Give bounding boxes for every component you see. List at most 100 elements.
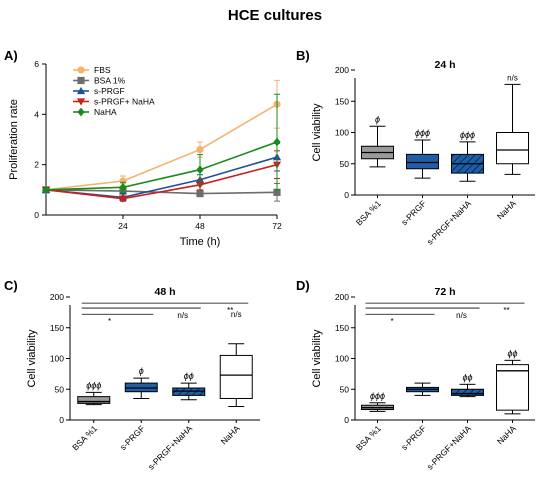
x-tick-label: 24	[118, 221, 128, 231]
y-tick-label: 0	[34, 210, 39, 220]
data-point	[42, 185, 50, 195]
box-iqr	[219, 354, 253, 399]
panel-a-letter: A)	[4, 48, 18, 63]
bracket-label: n/s	[456, 311, 467, 320]
bracket-label: **	[503, 306, 509, 315]
box-s-prgf-naha	[172, 382, 206, 401]
x-tick-label: s-PRGF	[399, 198, 428, 227]
y-tick-label: 150	[50, 323, 64, 333]
y-tick-label: 50	[340, 384, 350, 394]
x-tick-label: 48	[195, 221, 205, 231]
significance-marker: n/s	[507, 73, 518, 82]
box-iqr	[496, 132, 529, 165]
y-tick-label: 200	[335, 292, 349, 302]
bracket-label: n/s	[177, 311, 188, 320]
data-point	[77, 66, 85, 74]
data-point	[76, 98, 86, 106]
x-tick-label: BSA %1	[354, 198, 383, 227]
series-line	[45, 141, 278, 191]
y-axis-title: Cell viability	[311, 329, 323, 388]
series-fbs	[42, 79, 281, 194]
box-naha	[219, 343, 253, 407]
panel-title: 48 h	[154, 286, 175, 298]
x-tick-label: NaHA	[495, 423, 518, 446]
y-tick-label: 100	[50, 354, 64, 364]
significance-marker: ϕϕϕ	[415, 128, 430, 138]
data-point	[196, 190, 204, 198]
y-tick-label: 4	[34, 109, 39, 119]
x-tick-label: NaHA	[219, 423, 242, 446]
data-point	[273, 188, 281, 196]
y-tick-label: 0	[59, 415, 64, 425]
x-tick-label: s-PRGF+NaHA	[425, 423, 474, 472]
box-s-prgf-naha	[451, 141, 484, 182]
data-point	[273, 137, 281, 147]
x-tick-label: s-PRGF	[118, 423, 147, 452]
y-tick-label: 200	[335, 65, 349, 75]
y-tick-label: 6	[34, 59, 39, 69]
significance-marker: ϕϕϕ	[460, 130, 475, 140]
box-iqr	[496, 364, 529, 411]
series-line	[45, 103, 278, 191]
significance-marker: ϕ	[375, 114, 380, 124]
box-s-prgf	[406, 139, 439, 179]
legend-label: BSA 1%	[94, 76, 126, 86]
data-point	[77, 107, 85, 117]
y-tick-label: 150	[335, 96, 349, 106]
panel-d-letter: D)	[296, 278, 310, 293]
box-iqr	[451, 388, 484, 396]
bracket-label: n/s	[231, 310, 242, 319]
y-tick-label: 50	[55, 384, 65, 394]
y-axis-title: Proliferation rate	[8, 99, 20, 180]
x-tick-label: s-PRGF+NaHA	[425, 198, 474, 247]
panel-title: 72 h	[434, 286, 455, 298]
legend-label: FBS	[94, 65, 111, 75]
panel-b-box-plot: 24 h 0 50 100 150 200 Cell viability ϕ BSA %1 ϕϕϕ…	[311, 59, 535, 247]
x-tick-label: s-PRGF+NaHA	[146, 423, 195, 472]
y-tick-label: 200	[50, 292, 64, 302]
bracket-label: *	[108, 317, 111, 326]
significance-marker: ϕϕ	[507, 348, 517, 358]
panel-c-letter: C)	[4, 278, 18, 293]
box-naha	[496, 83, 529, 175]
data-point	[77, 76, 85, 85]
box-iqr	[406, 153, 439, 170]
bracket-label: *	[390, 317, 393, 326]
y-tick-label: 150	[335, 323, 349, 333]
significance-marker: ϕϕϕ	[86, 380, 101, 390]
x-axis-title: Time (h)	[180, 236, 221, 248]
x-tick-label: 72	[272, 221, 282, 231]
data-point	[118, 195, 128, 203]
data-point	[119, 177, 127, 185]
significance-marker: ϕϕ	[184, 371, 194, 381]
panel-b-letter: B)	[296, 48, 310, 63]
box-naha	[496, 359, 529, 415]
box-bsa-1	[77, 391, 111, 406]
significance-marker: ϕ	[139, 366, 144, 376]
x-tick-label: BSA %1	[70, 423, 99, 452]
legend-label: NaHA	[94, 107, 117, 117]
data-point	[196, 145, 204, 154]
legend-label: s-PRGF+ NaHA	[94, 97, 155, 107]
panel-title: 24 h	[434, 59, 455, 71]
box-s-prgf-naha	[451, 383, 484, 398]
series-line	[45, 163, 278, 200]
x-tick-label: NaHA	[495, 198, 518, 221]
bracket-label: **	[227, 306, 233, 315]
y-axis-title: Cell viability	[311, 103, 323, 162]
data-point	[76, 86, 86, 95]
y-tick-label: 0	[344, 190, 349, 200]
y-tick-label: 100	[335, 128, 349, 138]
box-bsa-1	[361, 402, 394, 412]
significance-marker: ϕϕ	[462, 372, 472, 382]
box-s-prgf	[124, 377, 158, 399]
box-iqr	[77, 396, 111, 404]
x-tick-label: BSA %1	[354, 423, 383, 452]
data-point	[196, 165, 204, 175]
legend-label: s-PRGF	[94, 86, 125, 96]
y-tick-label: 2	[34, 160, 39, 170]
x-tick-label: s-PRGF	[399, 423, 428, 452]
